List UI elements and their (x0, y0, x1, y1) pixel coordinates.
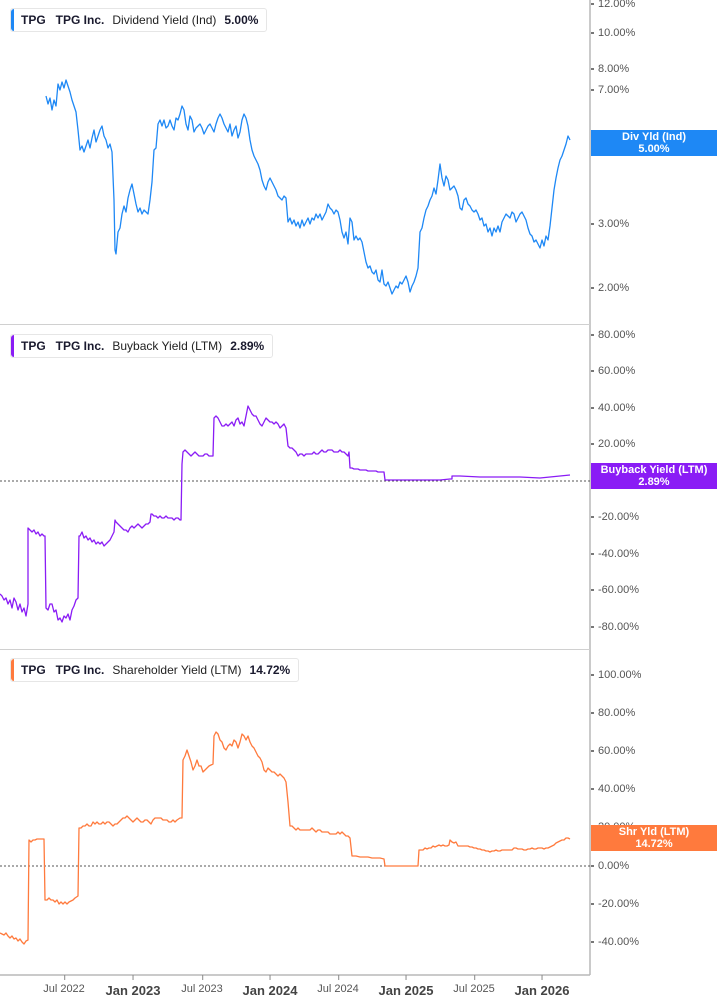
ticker-label: TPG (21, 339, 46, 353)
flag-label: Div Yld (Ind) (622, 131, 686, 143)
metric-value: 14.72% (249, 663, 291, 677)
last-value-flag-dividend: Div Yld (Ind) 5.00% (591, 130, 717, 156)
dividend-yield-line (45, 79, 571, 295)
company-label: TPG Inc. (55, 663, 105, 677)
y-tick-label: -80.00% (591, 621, 639, 633)
y-tick-label: -40.00% (591, 548, 639, 560)
y-tick-label: 8.00% (590, 63, 630, 75)
metric-label: Shareholder Yield (LTM) (112, 663, 242, 677)
company-label: TPG Inc. (55, 339, 105, 353)
y-tick-label: 0.00% (590, 860, 630, 872)
buyback-yield-line (0, 405, 571, 623)
y-tick-label: 40.00% (590, 402, 636, 414)
y-tick-label: 80.00% (590, 329, 636, 341)
x-tick-label: Jul 2025 (453, 975, 495, 995)
y-tick-label: 2.00% (590, 282, 630, 294)
last-value-flag-buyback: Buyback Yield (LTM) 2.89% (591, 463, 717, 489)
y-tick-label: 12.00% (590, 0, 636, 10)
y-tick-label: -20.00% (591, 511, 639, 523)
flag-label: Shr Yld (LTM) (618, 826, 690, 838)
last-value-flag-shareholder: Shr Yld (LTM) 14.72% (591, 825, 717, 851)
x-tick-label: Jul 2023 (181, 975, 223, 995)
metric-label: Buyback Yield (LTM) (112, 339, 223, 353)
x-tick-label: Jul 2022 (43, 975, 85, 995)
shareholder-yield-line (0, 731, 571, 945)
metric-value: 2.89% (230, 339, 265, 353)
y-tick-label: -60.00% (591, 584, 639, 596)
y-tick-label: -20.00% (591, 898, 639, 910)
x-tick-label: Jan 2024 (242, 975, 298, 998)
y-tick-label: 60.00% (590, 745, 636, 757)
y-tick-label: 40.00% (590, 783, 636, 795)
x-tick-label: Jan 2025 (378, 975, 434, 998)
y-tick-label: 3.00% (590, 218, 630, 230)
x-tick-label: Jan 2026 (514, 975, 570, 998)
flag-value: 5.00% (638, 143, 670, 155)
series-color-swatch (11, 335, 14, 357)
flag-value: 14.72% (635, 838, 673, 850)
company-label: TPG Inc. (55, 13, 105, 27)
metric-label: Dividend Yield (Ind) (112, 13, 217, 27)
y-tick-label: -40.00% (591, 936, 639, 948)
x-tick-label: Jul 2024 (317, 975, 359, 995)
legend-buyback-yield[interactable]: TPG TPG Inc. Buyback Yield (LTM) 2.89% (10, 334, 274, 358)
x-tick-label: Jan 2023 (105, 975, 161, 998)
ticker-label: TPG (21, 13, 46, 27)
y-tick-label: 7.00% (590, 84, 630, 96)
metric-value: 5.00% (224, 13, 259, 27)
flag-value: 2.89% (638, 476, 670, 488)
legend-dividend-yield[interactable]: TPG TPG Inc. Dividend Yield (Ind) 5.00% (10, 8, 268, 32)
y-tick-label: 80.00% (590, 707, 636, 719)
y-tick-label: 20.00% (590, 438, 636, 450)
y-tick-label: 10.00% (590, 27, 636, 39)
y-tick-label: 60.00% (590, 365, 636, 377)
series-color-swatch (11, 9, 14, 31)
flag-label: Buyback Yield (LTM) (600, 464, 708, 476)
ticker-label: TPG (21, 663, 46, 677)
series-color-swatch (11, 659, 14, 681)
legend-shareholder-yield[interactable]: TPG TPG Inc. Shareholder Yield (LTM) 14.… (10, 658, 300, 682)
y-tick-label: 100.00% (590, 669, 642, 681)
